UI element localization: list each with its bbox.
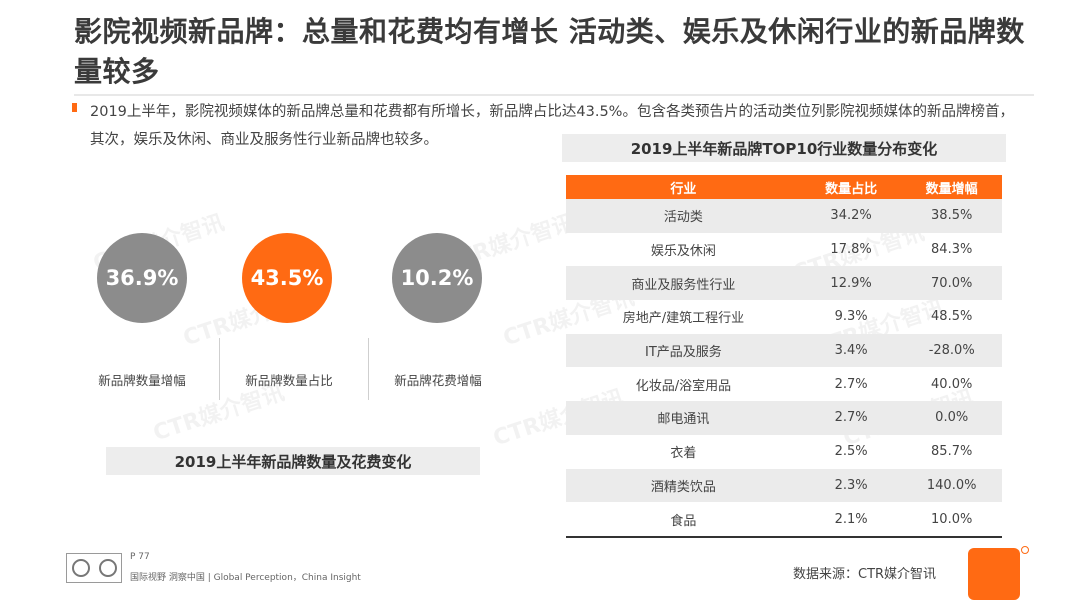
seal-icon [98, 559, 117, 577]
table-cell: 2.3% [800, 468, 902, 503]
metric-label-share: 新品牌数量占比 [245, 373, 333, 388]
metric-label-spend-growth: 新品牌花费增幅 [394, 373, 482, 388]
table-cell: 70.0% [901, 266, 1002, 301]
metric-separator [219, 338, 220, 400]
table-cell: 85.7% [931, 444, 973, 460]
table-cell: 38.5% [901, 199, 1002, 233]
right-caption: 2019上半年新品牌TOP10行业数量分布变化 [562, 134, 1006, 162]
intro-paragraph: 2019上半年，影院视频媒体的新品牌总量和花费都有所增长，新品牌占比达43.5%… [90, 104, 1014, 148]
table-header: 数量占比 [800, 175, 902, 199]
table-row: IT产品及服务 3.4% -28.0% [566, 333, 1002, 368]
table-cell: 12.9% [800, 266, 902, 301]
table-cell: 化妆品/浴室用品 [635, 378, 732, 394]
table-header-row: 行业 数量占比 数量增幅 [566, 175, 1002, 199]
left-caption: 2019上半年新品牌数量及花费变化 [106, 447, 480, 475]
table-cell: IT产品及服务 [566, 333, 801, 368]
table-cell: 活动类 [566, 199, 801, 233]
metric-circle-count-growth: 36.9% [97, 233, 187, 323]
table-cell: 2.7% [834, 376, 868, 392]
table-cell: 3.4% [800, 333, 902, 368]
table-cell: 10.0% [931, 511, 973, 527]
footer-tagline: 国际视野 洞察中国 | Global Perception，China Insi… [130, 573, 361, 583]
metric-circle-spend-growth: 10.2% [392, 233, 482, 323]
table-cell: 0.0% [901, 401, 1002, 435]
metric-label-count-growth: 新品牌数量增幅 [98, 373, 186, 388]
table-row: 房地产/建筑工程行业 9.3% 48.5% [566, 300, 1002, 334]
table-cell: 40.0% [931, 376, 973, 392]
table-cell: 衣着 [670, 446, 697, 462]
table-row: 娱乐及休闲 17.8% 84.3% [566, 233, 1002, 267]
table-cell: 140.0% [901, 468, 1002, 503]
table-cell: 娱乐及休闲 [650, 244, 716, 260]
table-cell: 17.8% [830, 242, 872, 258]
table-cell: 2.7% [800, 401, 902, 435]
table-header: 行业 [566, 175, 801, 199]
table-cell: 34.2% [800, 199, 902, 233]
data-source: 数据来源：CTR媒介智讯 [793, 567, 937, 582]
industry-table: 行业 数量占比 数量增幅 活动类 34.2% 38.5% 娱乐及休闲 17.8%… [566, 175, 1002, 538]
table-cell: 84.3% [931, 242, 973, 258]
metric-separator [368, 338, 369, 400]
table-cell: 2.5% [834, 444, 868, 460]
bullet-marker [72, 103, 77, 112]
table-row: 活动类 34.2% 38.5% [566, 199, 1002, 233]
table-cell: 2.1% [834, 511, 868, 527]
table-cell: 邮电通讯 [566, 401, 801, 435]
registered-mark-icon [1021, 546, 1029, 554]
table-cell: 48.5% [931, 309, 973, 325]
table-cell: 酒精类饮品 [566, 468, 801, 503]
table-cell: -28.0% [901, 333, 1002, 368]
page-number: P 77 [130, 552, 150, 562]
certification-logo-icon [66, 553, 122, 583]
table-cell: 商业及服务性行业 [566, 266, 801, 301]
metric-circle-share: 43.5% [242, 233, 332, 323]
table-cell: 食品 [670, 513, 697, 529]
table-row: 酒精类饮品 2.3% 140.0% [566, 468, 1002, 503]
table-row: 商业及服务性行业 12.9% 70.0% [566, 266, 1002, 301]
title-divider [74, 94, 1034, 96]
table-row: 邮电通讯 2.7% 0.0% [566, 401, 1002, 435]
brand-logo-icon [968, 548, 1020, 600]
seal-icon [71, 559, 90, 577]
table-row: 化妆品/浴室用品 2.7% 40.0% [566, 367, 1002, 401]
table-row: 食品 2.1% 10.0% [566, 502, 1002, 537]
page-title: 影院视频新品牌：总量和花费均有增长 活动类、娱乐及休闲行业的新品牌数量较多 [74, 15, 1025, 88]
table-header: 数量增幅 [901, 175, 1002, 199]
table-row: 衣着 2.5% 85.7% [566, 435, 1002, 469]
table-cell: 9.3% [834, 309, 868, 325]
table-cell: 房地产/建筑工程行业 [622, 311, 745, 327]
